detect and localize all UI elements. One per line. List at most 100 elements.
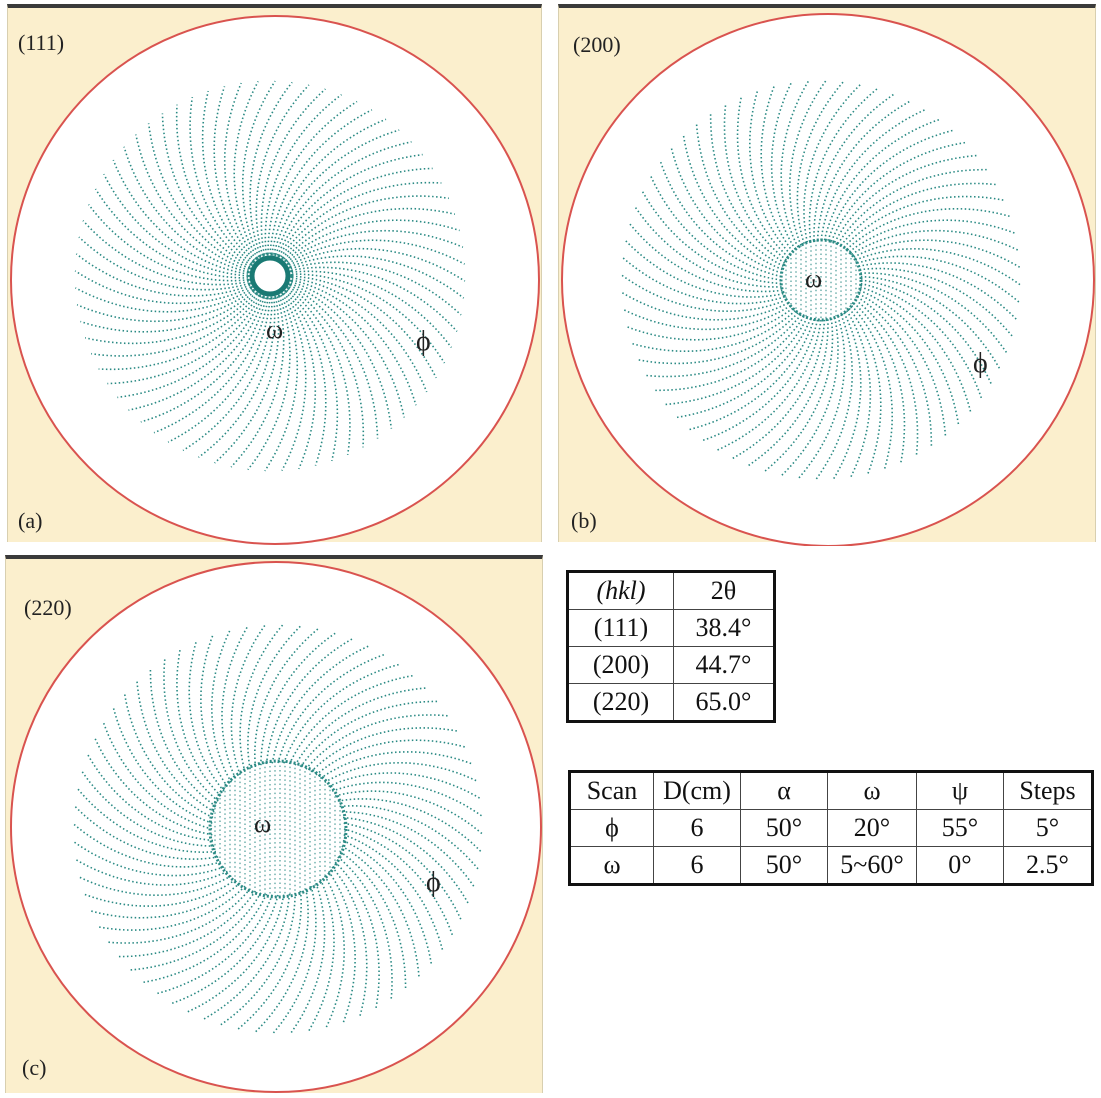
scan-spoke [341, 845, 420, 978]
scan-spoke [75, 253, 251, 297]
scan-spoke [123, 146, 249, 273]
scan-spoke [290, 261, 462, 316]
panel-letter: (a) [18, 508, 43, 533]
header-distance: D(cm) [653, 771, 741, 810]
scan-spoke [135, 134, 249, 272]
scan-spoke [201, 90, 254, 263]
scan-spoke [285, 219, 460, 262]
scan-spoke [328, 772, 482, 800]
scan-spoke [299, 700, 439, 768]
cell-omega: 20° [827, 809, 917, 847]
scan-spoke [255, 84, 310, 256]
pole-figure-c [10, 561, 542, 1093]
scan-spoke [264, 294, 299, 472]
table-row: (111) 38.4° [567, 609, 775, 647]
scan-spoke [136, 680, 215, 813]
scan-spoke [93, 737, 213, 836]
omega-label: ω [805, 264, 823, 293]
scan-spoke [80, 770, 215, 847]
scan-spoke [75, 287, 253, 313]
phi-label: ϕ [416, 326, 431, 357]
scan-spoke [283, 663, 401, 764]
scan-spoke [73, 805, 219, 860]
header-alpha: α [740, 771, 828, 810]
scan-spoke [291, 277, 428, 393]
outer-circle [561, 13, 1095, 546]
scan-spoke [247, 295, 291, 471]
scan-spoke [198, 297, 276, 459]
cell-alpha: 50° [740, 846, 828, 885]
scan-spoke [334, 790, 484, 836]
hkl-label: (220) [24, 595, 72, 620]
pole-figure-panel-a: (111) (a) ω ϕ [7, 4, 542, 545]
scan-spoke [107, 295, 262, 385]
scan-spoke [188, 640, 225, 792]
inner-ring-edge [249, 255, 291, 297]
phi-scan-spokes [74, 80, 466, 472]
scan-spoke [294, 687, 427, 766]
scan-spoke [288, 286, 365, 448]
scan-spoke [288, 247, 466, 282]
scan-spoke [280, 181, 442, 258]
scan-spoke [117, 296, 264, 399]
scan-spoke [128, 297, 266, 411]
scan-spoke [112, 159, 249, 275]
scan-spoke [334, 861, 380, 1010]
scan-spoke [221, 625, 249, 779]
table-header-row: (hkl) 2θ [567, 571, 775, 610]
scan-spoke [271, 885, 317, 1035]
scan-spoke [247, 624, 302, 770]
omega-ring-edge [246, 252, 294, 300]
cell-hkl: (200) [567, 646, 674, 684]
scan-spoke [281, 293, 307, 471]
header-steps: Steps [1003, 771, 1093, 810]
scan-spoke [324, 875, 345, 1029]
scan-spoke [214, 297, 280, 464]
scan-spoke [289, 255, 465, 299]
scan-spoke [89, 882, 241, 919]
scan-spoke [341, 811, 476, 888]
scan-spoke [288, 674, 415, 765]
scan-spoke [283, 292, 317, 470]
cell-psi: 55° [916, 809, 1004, 847]
scan-spoke [273, 129, 400, 255]
scan-spoke [287, 239, 465, 265]
scan-spoke [337, 798, 483, 853]
scan-parameters-table: Scan D(cm) α ω ψ Steps ϕ 6 50° 20° 55° 5… [568, 770, 1094, 886]
scan-spoke [343, 822, 463, 921]
cell-scan: ω [569, 846, 654, 885]
scan-spoke [342, 839, 433, 966]
scan-spoke [74, 270, 252, 305]
cell-omega: 5~60° [827, 846, 917, 885]
scan-spoke [305, 714, 450, 770]
scan-spoke [289, 882, 326, 1035]
scan-spoke [140, 297, 267, 423]
table-row: ω 6 50° 5~60° 0° 2.5° [569, 846, 1093, 885]
scan-spoke [78, 875, 232, 896]
scan-spoke [264, 93, 342, 255]
scan-spoke [86, 753, 214, 842]
scan-spoke [249, 81, 293, 257]
scan-spoke [260, 631, 337, 766]
scan-spoke [230, 296, 285, 468]
scan-spoke [219, 892, 296, 1027]
cell-distance: 6 [653, 809, 741, 847]
scan-spoke [283, 207, 456, 260]
scan-spoke [182, 297, 273, 452]
scan-spoke [161, 113, 251, 268]
scan-spoke [117, 890, 257, 958]
scan-spoke [94, 188, 249, 279]
scan-spoke [291, 279, 417, 406]
scan-spoke [291, 280, 405, 418]
scan-spoke [83, 878, 237, 907]
scan-spoke [91, 293, 259, 357]
scan-spoke [84, 292, 257, 345]
cell-two-theta: 65.0° [673, 683, 775, 722]
cell-scan: ϕ [569, 809, 654, 847]
scan-spoke [202, 893, 291, 1021]
scan-spoke [141, 893, 268, 984]
outer-circle [10, 561, 542, 1093]
scan-spoke [82, 220, 249, 286]
scan-spoke [189, 97, 253, 265]
scan-spoke [274, 141, 412, 255]
